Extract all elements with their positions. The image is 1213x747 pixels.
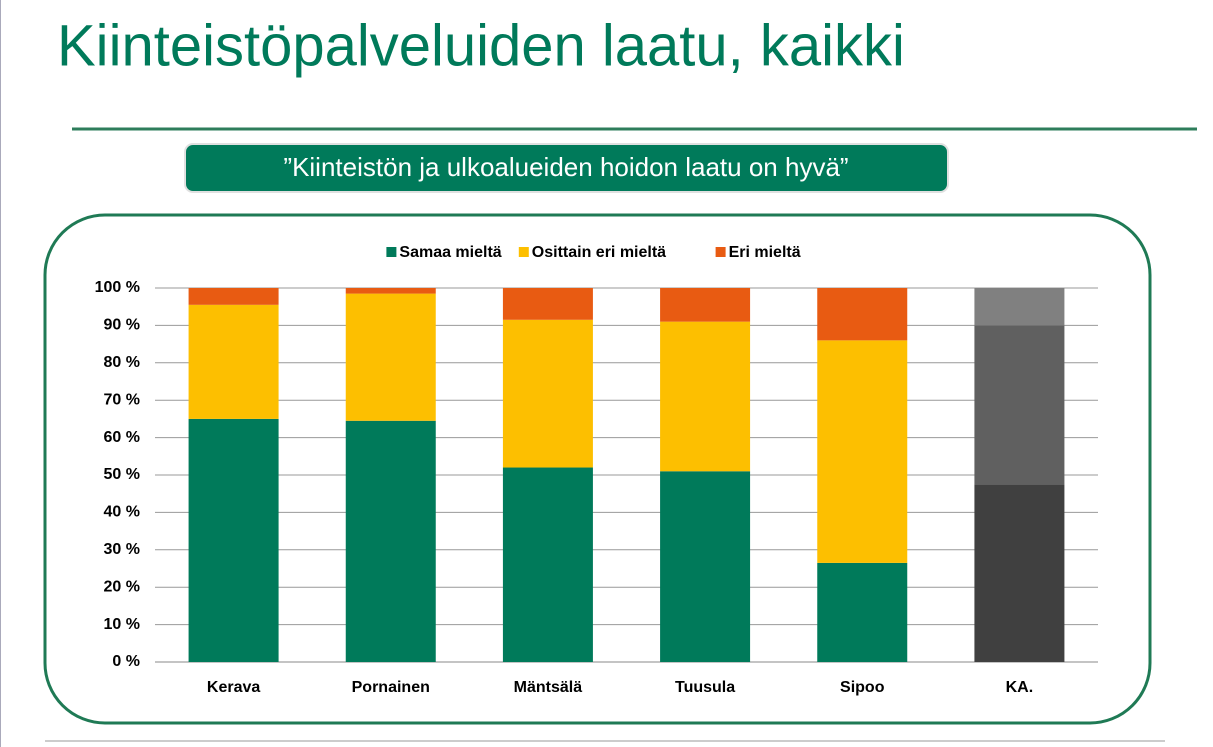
y-tick-label: 80 % bbox=[104, 354, 140, 371]
bar-segment bbox=[502, 288, 593, 320]
bar-segment bbox=[188, 288, 279, 305]
bar-segment bbox=[974, 484, 1065, 662]
bar-segment bbox=[345, 420, 436, 662]
legend-swatch bbox=[715, 247, 726, 257]
bar-segment bbox=[502, 319, 593, 468]
bar-segment bbox=[974, 288, 1065, 326]
legend-label: Eri mieltä bbox=[729, 244, 801, 261]
bar-segment bbox=[188, 418, 279, 662]
bar-segment bbox=[502, 467, 593, 662]
bar-segment bbox=[660, 321, 751, 472]
y-tick-label: 10 % bbox=[104, 616, 140, 633]
bar-segment bbox=[345, 293, 436, 421]
slide-title: Kiinteistöpalveluiden laatu, kaikki bbox=[57, 13, 905, 78]
bar-segment bbox=[660, 471, 751, 662]
x-tick-label: KA. bbox=[1006, 679, 1034, 696]
bar-segment bbox=[345, 288, 436, 294]
bar-segment bbox=[974, 325, 1065, 485]
y-tick-label: 60 % bbox=[104, 429, 140, 446]
subtitle: ”Kiinteistön ja ulkoalueiden hoidon laat… bbox=[283, 152, 848, 182]
x-tick-label: Mäntsälä bbox=[514, 679, 583, 696]
legend-swatch bbox=[518, 247, 529, 257]
bar-segment bbox=[817, 288, 908, 341]
x-tick-label: Kerava bbox=[207, 679, 260, 696]
y-tick-label: 20 % bbox=[104, 578, 140, 595]
x-tick-label: Tuusula bbox=[675, 679, 735, 696]
y-tick-label: 90 % bbox=[104, 317, 140, 334]
y-tick-label: 0 % bbox=[112, 653, 140, 670]
y-tick-label: 50 % bbox=[104, 466, 140, 483]
legend-label: Osittain eri mieltä bbox=[532, 244, 666, 261]
y-tick-label: 40 % bbox=[104, 504, 140, 521]
bar-segment bbox=[817, 340, 908, 563]
bar-segment bbox=[188, 304, 279, 419]
bar-segment bbox=[660, 288, 751, 322]
x-tick-label: Pornainen bbox=[352, 679, 430, 696]
legend-label: Samaa mieltä bbox=[399, 244, 501, 261]
y-tick-label: 100 % bbox=[95, 279, 140, 296]
x-tick-label: Sipoo bbox=[840, 679, 885, 696]
y-tick-label: 30 % bbox=[104, 541, 140, 558]
bar-segment bbox=[817, 562, 908, 662]
legend-swatch bbox=[386, 247, 397, 257]
y-tick-label: 70 % bbox=[104, 391, 140, 408]
subtitle-banner bbox=[184, 143, 949, 193]
